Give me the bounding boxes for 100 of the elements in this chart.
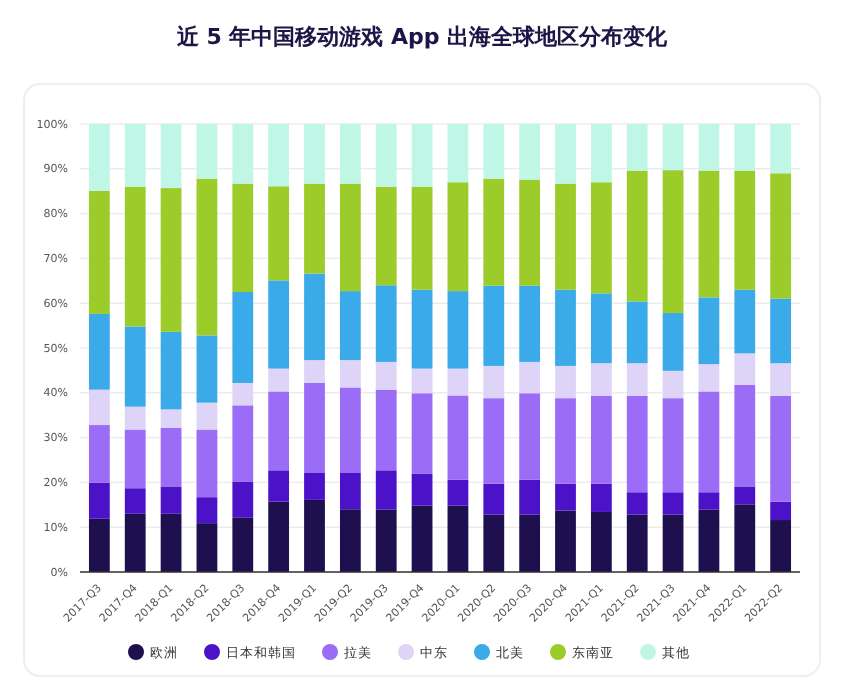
bar: [662, 313, 684, 371]
bar: [268, 368, 290, 392]
bar: [483, 483, 505, 515]
bar: [160, 331, 182, 410]
bar: [590, 511, 612, 572]
bar: [590, 363, 612, 396]
bar: [160, 188, 182, 332]
bar: [734, 289, 756, 354]
bar: [483, 124, 505, 179]
bar: [88, 389, 110, 426]
bar: [447, 124, 469, 183]
bar: [88, 482, 110, 519]
bar: [196, 497, 218, 524]
bar: [483, 398, 505, 484]
bar: [662, 514, 684, 572]
bar: [555, 510, 576, 572]
bar: [411, 473, 433, 506]
bar: [626, 124, 648, 171]
bar: [304, 360, 325, 383]
bar: [411, 186, 433, 290]
bar: [447, 368, 469, 396]
bar: [160, 409, 182, 428]
bar: [304, 472, 325, 500]
bar: [160, 513, 182, 572]
bar: [124, 124, 146, 187]
bar: [698, 391, 720, 493]
bar: [483, 178, 505, 286]
bar: [447, 395, 469, 480]
bar: [555, 398, 576, 484]
bar: [626, 363, 648, 396]
bar: [483, 365, 505, 399]
bar: [519, 514, 541, 572]
bar: [411, 289, 433, 369]
bar: [196, 124, 218, 179]
bar: [88, 190, 110, 314]
bar: [232, 481, 254, 518]
bar: [555, 289, 576, 366]
bar: [232, 382, 254, 406]
bar: [770, 520, 792, 572]
bar: [196, 523, 218, 572]
bar: [662, 492, 684, 515]
bar: [88, 124, 110, 191]
bar: [555, 183, 576, 290]
bar: [555, 483, 576, 511]
bar: [519, 479, 541, 515]
bar: [734, 170, 756, 290]
bar: [734, 353, 756, 385]
bar: [590, 124, 612, 183]
bar: [590, 293, 612, 364]
bar: [698, 124, 720, 171]
bar: [160, 486, 182, 514]
bar: [196, 178, 218, 336]
bar: [483, 514, 505, 572]
bar: [268, 391, 290, 471]
bar: [375, 285, 397, 362]
bar: [519, 361, 541, 394]
bar: [375, 509, 397, 572]
bar: [447, 182, 469, 292]
bar: [88, 518, 110, 572]
bar: [590, 483, 612, 512]
bar: [375, 124, 397, 187]
bar: [770, 173, 792, 299]
bar: [519, 124, 541, 180]
bar: [626, 301, 648, 364]
bar: [375, 389, 397, 471]
bar: [519, 393, 541, 480]
bar: [770, 501, 792, 521]
bar: [447, 479, 469, 506]
bar: [626, 170, 648, 302]
bar: [88, 313, 110, 390]
bar: [519, 179, 541, 286]
bar: [304, 499, 325, 572]
bar: [447, 291, 469, 369]
bar: [268, 280, 290, 369]
bar: [411, 393, 433, 474]
bar: [339, 472, 361, 510]
bar: [339, 183, 361, 292]
bar: [304, 273, 325, 361]
bar: [339, 387, 361, 473]
bar: [590, 395, 612, 484]
bar: [304, 382, 325, 473]
bar: [662, 124, 684, 171]
bar: [124, 406, 146, 430]
bar: [339, 124, 361, 184]
bar: [519, 285, 541, 362]
bar: [770, 124, 792, 174]
bar: [88, 425, 110, 483]
bar: [734, 486, 756, 505]
bar: [698, 297, 720, 365]
bar: [734, 384, 756, 487]
bar: [304, 183, 325, 274]
bar: [626, 395, 648, 493]
bar: [268, 470, 290, 502]
bar: [124, 186, 146, 327]
bar: [770, 363, 792, 396]
bar: [375, 470, 397, 510]
bar: [339, 509, 361, 572]
bar: [662, 170, 684, 314]
bar: [734, 124, 756, 171]
bar: [339, 291, 361, 361]
